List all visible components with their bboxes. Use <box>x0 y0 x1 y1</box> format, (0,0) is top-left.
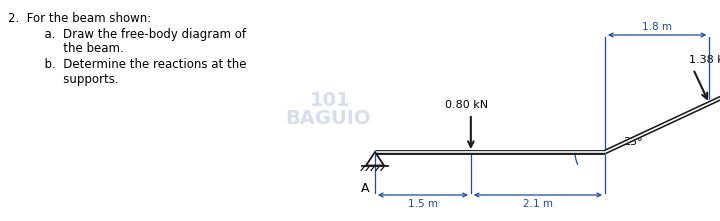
Text: 2.  For the beam shown:: 2. For the beam shown: <box>8 12 151 25</box>
Text: 0.80 kN: 0.80 kN <box>445 100 488 110</box>
Text: 101: 101 <box>310 91 351 109</box>
Text: 1.38 kN: 1.38 kN <box>689 55 720 65</box>
Text: the beam.: the beam. <box>22 42 124 55</box>
Text: supports.: supports. <box>22 73 119 86</box>
Text: A: A <box>361 182 369 195</box>
Text: 1.5 m: 1.5 m <box>408 199 438 209</box>
Text: a.  Draw the free-body diagram of: a. Draw the free-body diagram of <box>22 28 246 41</box>
Text: 2.1 m: 2.1 m <box>523 199 553 209</box>
Text: 1.8 m: 1.8 m <box>642 22 672 32</box>
Text: BAGUIO: BAGUIO <box>285 109 371 128</box>
Text: b.  Determine the reactions at the: b. Determine the reactions at the <box>22 58 246 71</box>
Text: 25°: 25° <box>623 137 643 147</box>
